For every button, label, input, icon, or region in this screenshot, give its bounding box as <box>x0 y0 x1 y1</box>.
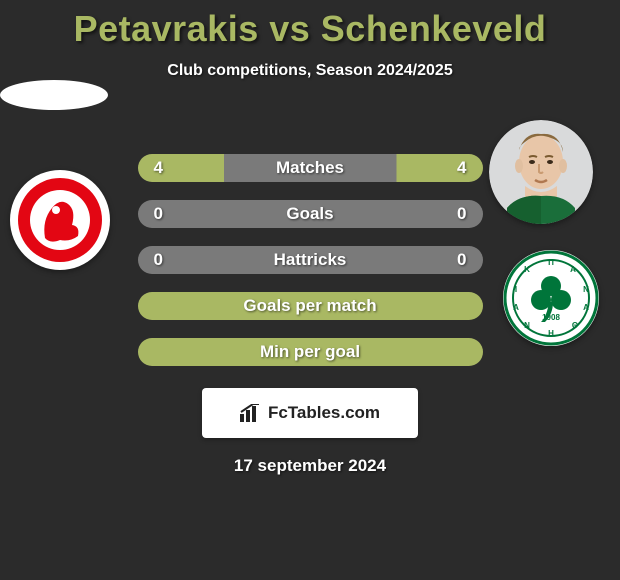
stat-label: Goals per match <box>243 296 376 316</box>
svg-text:Ι: Ι <box>515 285 517 294</box>
stat-right-value: 4 <box>443 158 467 178</box>
svg-text:Α: Α <box>583 303 589 312</box>
svg-text:Ν: Ν <box>524 321 530 330</box>
stat-label: Hattricks <box>274 250 347 270</box>
stat-label: Goals <box>286 204 333 224</box>
svg-text:Κ: Κ <box>524 265 530 274</box>
stat-row: 4 Matches 4 <box>138 154 483 182</box>
stat-label: Matches <box>276 158 344 178</box>
club-left-badge <box>10 170 110 270</box>
svg-text:Η: Η <box>548 329 554 338</box>
page-title: Petavrakis vs Schenkeveld <box>0 0 620 50</box>
stat-label: Min per goal <box>260 342 360 362</box>
club-left-logo <box>10 170 110 270</box>
club-right-logo: Π Α Ν Α Θ Η Ν Α Ι Κ 1908 <box>503 250 599 346</box>
svg-text:Α: Α <box>570 265 576 274</box>
stat-row: Goals per match <box>138 292 483 320</box>
player-left-avatar <box>0 80 108 110</box>
watermark: FcTables.com <box>202 388 418 438</box>
comparison-card: Petavrakis vs Schenkeveld Club competiti… <box>0 0 620 580</box>
player-right-avatar <box>489 120 593 224</box>
svg-text:Π: Π <box>548 258 554 267</box>
svg-text:Α: Α <box>513 303 519 312</box>
watermark-text: FcTables.com <box>268 403 380 423</box>
club-right-year: 1908 <box>542 313 560 322</box>
stat-row: Min per goal <box>138 338 483 366</box>
club-right-badge: Π Α Ν Α Θ Η Ν Α Ι Κ 1908 <box>503 250 599 346</box>
stat-left-value: 4 <box>154 158 178 178</box>
date-line: 17 september 2024 <box>0 456 620 476</box>
stat-left-value: 0 <box>154 204 178 224</box>
subtitle: Club competitions, Season 2024/2025 <box>0 62 620 80</box>
stat-row: 0 Hattricks 0 <box>138 246 483 274</box>
stat-row: 0 Goals 0 <box>138 200 483 228</box>
bar-chart-icon <box>240 404 262 422</box>
svg-text:Θ: Θ <box>572 321 578 330</box>
svg-text:Ν: Ν <box>583 285 589 294</box>
stat-left-value: 0 <box>154 250 178 270</box>
stat-right-value: 0 <box>443 204 467 224</box>
stat-right-value: 0 <box>443 250 467 270</box>
